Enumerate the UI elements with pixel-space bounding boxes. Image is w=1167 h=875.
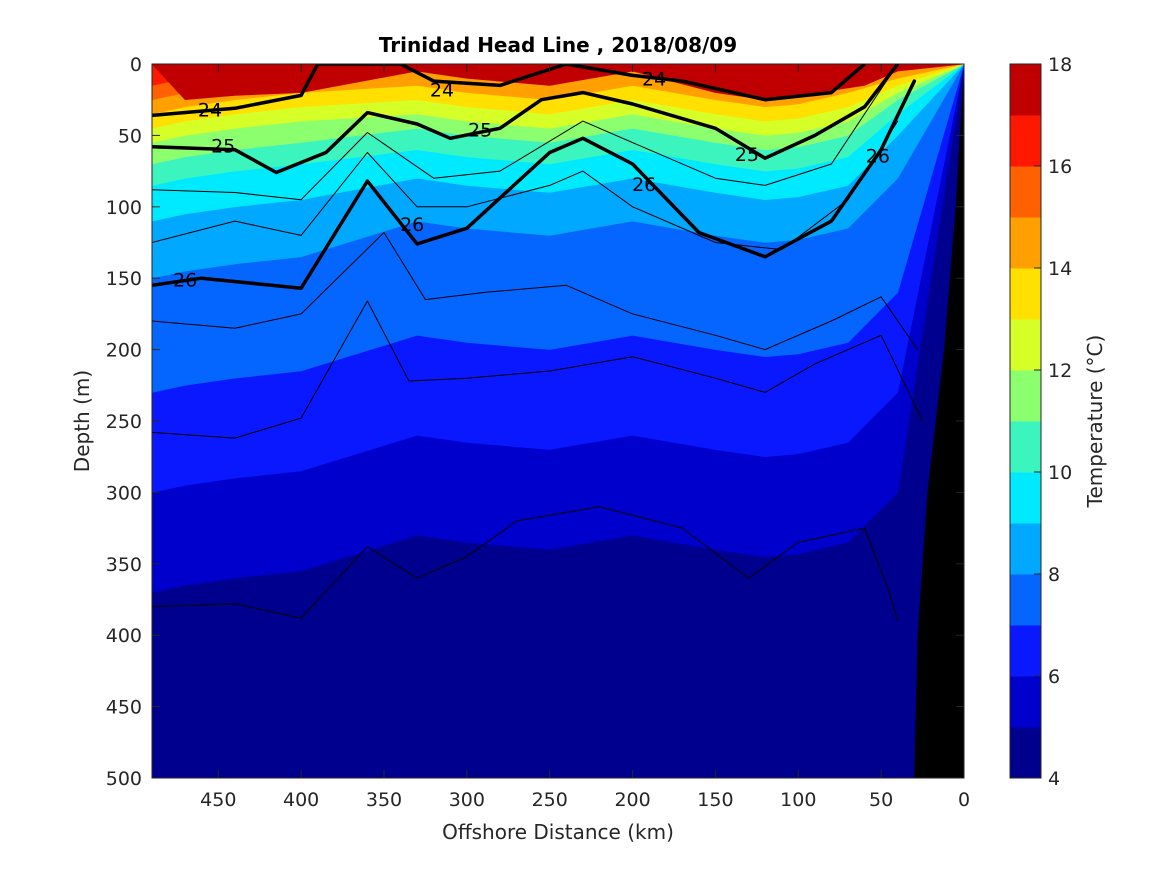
colorbar-swatch (1010, 727, 1041, 779)
x-axis-ticks: 450 400 350 300 250 200 150 100 50 0 (200, 64, 970, 811)
density-contour (152, 64, 899, 201)
temperature-fills (152, 64, 964, 778)
colorbar-swatches (1010, 64, 1041, 779)
x-tick-label: 0 (958, 789, 970, 811)
colorbar-tick-label: 10 (1048, 462, 1072, 484)
x-tick-label: 250 (532, 789, 568, 811)
colorbar-swatch (1010, 319, 1041, 371)
contour-label: 25 (735, 144, 759, 166)
y-tick-label: 50 (118, 125, 142, 147)
contour-labels: 24 24 24 25 25 25 26 26 26 26 (173, 68, 890, 291)
x-tick-label: 100 (780, 789, 816, 811)
y-tick-label: 350 (106, 554, 142, 576)
colorbar-swatch (1010, 64, 1041, 116)
colorbar-swatch (1010, 523, 1041, 575)
colorbar-tick-label: 16 (1048, 156, 1072, 178)
density-contour-bold (152, 79, 917, 290)
y-tick-label: 250 (106, 411, 142, 433)
plot-area: 24 24 24 25 25 25 26 26 26 26 450 400 350 300 250 200 1… (106, 54, 970, 811)
colorbar-swatch (1010, 217, 1041, 269)
density-contours (152, 64, 924, 622)
x-tick-label: 50 (869, 789, 893, 811)
density-contour (152, 232, 919, 351)
chart-title: Trinidad Head Line , 2018/08/09 (379, 33, 737, 57)
y-tick-label: 500 (106, 768, 142, 790)
x-tick-label: 450 (200, 789, 236, 811)
contour-label: 26 (400, 214, 424, 236)
contour-label: 24 (198, 100, 222, 122)
density-contour (152, 300, 924, 439)
y-tick-label: 300 (106, 482, 142, 504)
colorbar-swatch (1010, 472, 1041, 524)
density-contour-bold (152, 64, 867, 118)
contour-label: 26 (173, 270, 197, 292)
y-tick-label: 200 (106, 340, 142, 362)
y-axis-ticks: 0 50 100 150 200 250 300 350 400 450 500 (106, 54, 964, 790)
colorbar-label: Temperature (°C) (1083, 335, 1107, 509)
colorbar-swatch (1010, 370, 1041, 422)
x-axis-label: Offshore Distance (km) (442, 820, 674, 844)
colorbar-swatch (1010, 676, 1041, 728)
colorbar-swatch (1010, 268, 1041, 320)
y-tick-label: 450 (106, 697, 142, 719)
contour-label: 26 (866, 145, 890, 167)
colorbar-tick-label: 8 (1048, 564, 1060, 586)
contour-label: 25 (468, 120, 492, 142)
contour-label: 25 (211, 135, 235, 157)
colorbar-tick-label: 6 (1048, 666, 1060, 688)
y-tick-label: 100 (106, 197, 142, 219)
colorbar-swatch (1010, 115, 1041, 167)
colorbar-ticks: 4 6 8 10 12 14 16 18 (1034, 54, 1072, 790)
contour-label: 24 (430, 80, 454, 102)
density-contour (152, 120, 899, 251)
density-contour-bold (152, 64, 900, 175)
colorbar-tick-label: 18 (1048, 54, 1072, 76)
y-tick-label: 150 (106, 268, 142, 290)
x-tick-label: 400 (283, 789, 319, 811)
colorbar-swatch (1010, 574, 1041, 626)
density-contour (152, 506, 899, 622)
colorbar-swatch (1010, 625, 1041, 677)
x-tick-label: 150 (697, 789, 733, 811)
colorbar-tick-label: 14 (1048, 258, 1072, 280)
x-tick-label: 200 (614, 789, 650, 811)
colorbar-frame (1009, 63, 1042, 779)
contour-label: 26 (632, 174, 656, 196)
colorbar-swatch (1010, 421, 1041, 473)
y-tick-label: 400 (106, 625, 142, 647)
contour-label: 24 (642, 68, 666, 90)
colorbar-tick-label: 4 (1048, 768, 1060, 790)
colorbar-tick-label: 12 (1048, 360, 1072, 382)
ocean-bottom (914, 64, 964, 778)
y-axis-label: Depth (m) (70, 370, 94, 472)
ocean-bottom-profile (914, 64, 964, 778)
x-tick-label: 350 (366, 789, 402, 811)
x-tick-label: 300 (449, 789, 485, 811)
y-tick-label: 0 (130, 54, 142, 76)
colorbar: 4 6 8 10 12 14 16 18 Temperature (°C) (1009, 54, 1107, 790)
colorbar-swatch (1010, 166, 1041, 218)
